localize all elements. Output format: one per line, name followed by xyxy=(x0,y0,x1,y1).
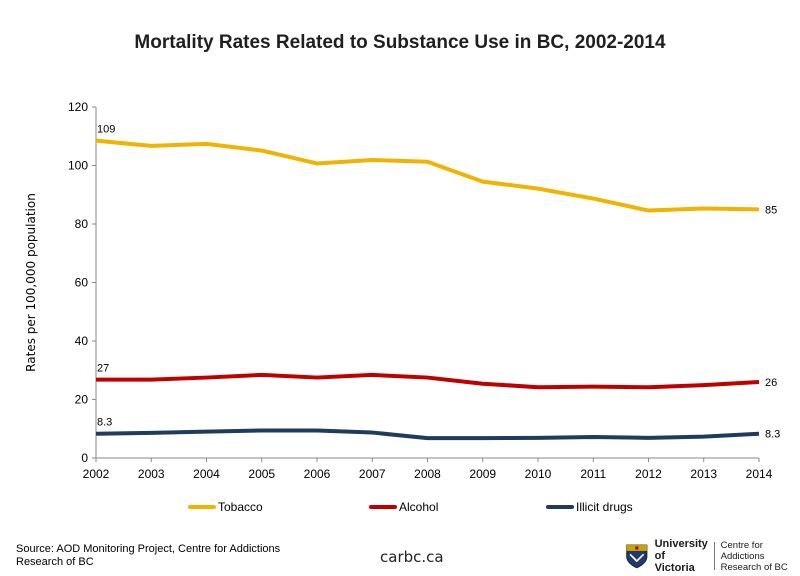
legend-label-illicit-drugs: Illicit drugs xyxy=(576,500,633,514)
series-line-tobacco xyxy=(95,138,760,213)
centre-line-2: Research of BC xyxy=(720,561,788,573)
series-line-illicit-drugs xyxy=(95,428,760,441)
y-tick-label: 40 xyxy=(75,334,89,348)
centre-wordmark: Centre for Addictions Research of BC xyxy=(721,540,795,573)
legend-label-alcohol: Alcohol xyxy=(399,500,439,514)
source-note: Source: AOD Monitoring Project, Centre f… xyxy=(16,543,280,569)
x-tick-label: 2002 xyxy=(83,467,110,481)
legend-swatch-illicit-drugs xyxy=(546,505,574,509)
source-line-2: Research of BC xyxy=(16,556,94,568)
data-label-start-illicit-drugs: 8.3 xyxy=(97,417,112,429)
data-label-end-illicit-drugs: 8.3 xyxy=(765,429,780,441)
data-label-end-tobacco: 85 xyxy=(765,204,777,216)
y-tick-label: 20 xyxy=(75,393,89,407)
x-tick-label: 2011 xyxy=(580,467,606,481)
centre-line-1: Centre for Addictions xyxy=(720,539,765,562)
legend-item-alcohol: Alcohol xyxy=(369,500,438,514)
y-tick-label: 100 xyxy=(68,159,88,173)
legend-swatch-tobacco xyxy=(188,505,216,509)
chart-plot: 0 20 40 60 80 100 120 2002 2003 2004 2005 2006 2007 2… xyxy=(24,100,780,481)
x-tick-label: 2009 xyxy=(469,467,496,481)
legend-item-illicit-drugs: Illicit drugs xyxy=(546,500,633,514)
uvic-carbc-logo: University of Victoria Centre for Addict… xyxy=(625,538,795,574)
x-tick-label: 2014 xyxy=(746,467,773,481)
x-tick-label: 2003 xyxy=(138,467,165,481)
y-tick-label: 120 xyxy=(68,100,88,114)
uvic-line-2: of Victoria xyxy=(654,550,695,574)
uvic-crest-icon xyxy=(626,544,648,569)
chart-legend: Tobacco Alcohol Illicit drugs xyxy=(0,500,800,520)
logo-divider xyxy=(713,542,715,570)
data-label-end-alcohol: 26 xyxy=(765,377,777,389)
uvic-wordmark: University of Victoria xyxy=(655,538,708,574)
y-tick-label: 0 xyxy=(81,451,88,465)
x-tick-label: 2012 xyxy=(635,467,662,481)
data-label-start-alcohol: 27 xyxy=(97,363,109,375)
x-tick-label: 2005 xyxy=(248,467,275,481)
legend-label-tobacco: Tobacco xyxy=(218,500,263,514)
chart-series xyxy=(95,138,760,441)
x-tick-label: 2008 xyxy=(414,467,441,481)
y-tick-label: 60 xyxy=(75,276,89,290)
legend-item-tobacco: Tobacco xyxy=(188,500,263,514)
legend-swatch-alcohol xyxy=(369,505,397,509)
x-tick-label: 2007 xyxy=(359,467,386,481)
y-axis-label: Rates per 100,000 population xyxy=(24,193,38,372)
source-line-1: Source: AOD Monitoring Project, Centre f… xyxy=(16,543,281,555)
chart-axes: 0 20 40 60 80 100 120 2002 2003 2004 2005 2006 2007 2… xyxy=(24,100,773,481)
y-tick-label: 80 xyxy=(75,217,89,231)
x-tick-label: 2004 xyxy=(193,467,220,481)
site-url: carbc.ca xyxy=(380,548,444,566)
series-line-alcohol xyxy=(96,372,760,390)
x-tick-label: 2010 xyxy=(525,467,552,481)
x-tick-label: 2013 xyxy=(690,467,717,481)
uvic-line-1: University xyxy=(654,538,708,550)
chart-data-labels: 109 85 27 26 8.3 8.3 xyxy=(97,124,780,441)
chart-title: Mortality Rates Related to Substance Use… xyxy=(134,32,666,53)
x-tick-label: 2006 xyxy=(304,467,331,481)
data-label-start-tobacco: 109 xyxy=(97,124,115,136)
